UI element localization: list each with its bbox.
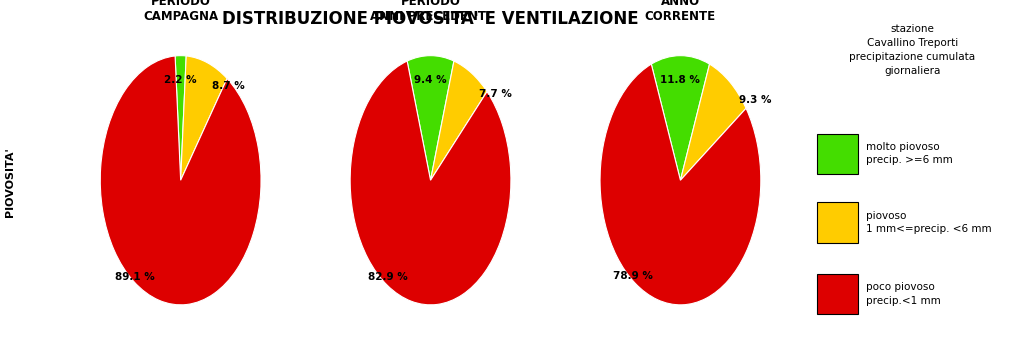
Text: 9.3 %: 9.3 % (738, 96, 771, 105)
Text: PIOVOSITA': PIOVOSITA' (5, 147, 15, 217)
Wedge shape (350, 61, 511, 305)
Text: poco piovoso
precip.<1 mm: poco piovoso precip.<1 mm (866, 282, 941, 306)
FancyBboxPatch shape (817, 202, 858, 243)
Wedge shape (600, 64, 761, 305)
Text: 11.8 %: 11.8 % (660, 75, 700, 85)
Title: ANNO
CORRENTE: ANNO CORRENTE (645, 0, 716, 23)
Wedge shape (100, 56, 261, 305)
Text: 2.2 %: 2.2 % (164, 75, 197, 85)
Text: 82.9 %: 82.9 % (368, 272, 408, 282)
Text: 89.1 %: 89.1 % (116, 272, 155, 282)
Text: stazione
Cavallino Treporti
precipitazione cumulata
giornaliera: stazione Cavallino Treporti precipitazio… (849, 25, 976, 77)
Wedge shape (430, 61, 487, 180)
Title: PERIODO
ANNI PRECEDENTI: PERIODO ANNI PRECEDENTI (371, 0, 490, 23)
Text: piovoso
1 mm<=precip. <6 mm: piovoso 1 mm<=precip. <6 mm (866, 211, 991, 234)
Text: 8.7 %: 8.7 % (213, 81, 246, 91)
Text: 7.7 %: 7.7 % (479, 89, 512, 99)
Title: PERIODO
CAMPAGNA: PERIODO CAMPAGNA (143, 0, 218, 23)
Wedge shape (651, 56, 710, 180)
Text: 78.9 %: 78.9 % (613, 271, 653, 281)
Text: molto piovoso
precip. >=6 mm: molto piovoso precip. >=6 mm (866, 142, 952, 165)
Text: 9.4 %: 9.4 % (415, 75, 446, 85)
Wedge shape (180, 56, 227, 180)
FancyBboxPatch shape (817, 274, 858, 314)
FancyBboxPatch shape (817, 134, 858, 174)
Wedge shape (680, 64, 746, 180)
Wedge shape (175, 56, 186, 180)
Text: DISTRIBUZIONE PIOVOSITA' E VENTILAZIONE: DISTRIBUZIONE PIOVOSITA' E VENTILAZIONE (222, 10, 638, 28)
Wedge shape (408, 56, 454, 180)
